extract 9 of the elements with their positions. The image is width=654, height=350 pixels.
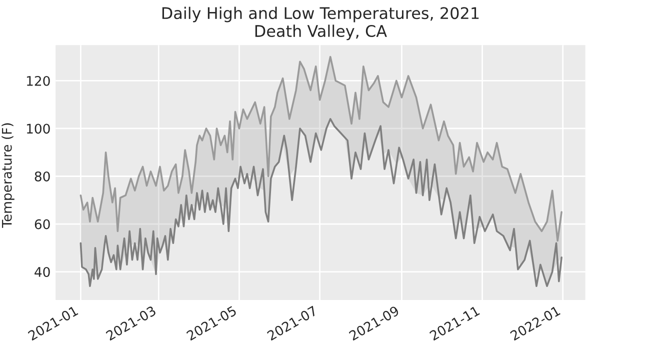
y-tick-label: 80 — [34, 171, 50, 182]
y-tick-label: 40 — [34, 266, 50, 277]
chart-title: Daily High and Low Temperatures, 2021 Death Valley, CA — [162, 6, 479, 40]
y-tick-label: 60 — [34, 219, 50, 230]
y-tick-label: 100 — [26, 124, 50, 134]
y-tick-label: 120 — [26, 76, 50, 86]
line-series — [80, 118, 562, 288]
y-axis-title: Temperature (F) — [2, 123, 14, 228]
line-series — [80, 56, 562, 242]
